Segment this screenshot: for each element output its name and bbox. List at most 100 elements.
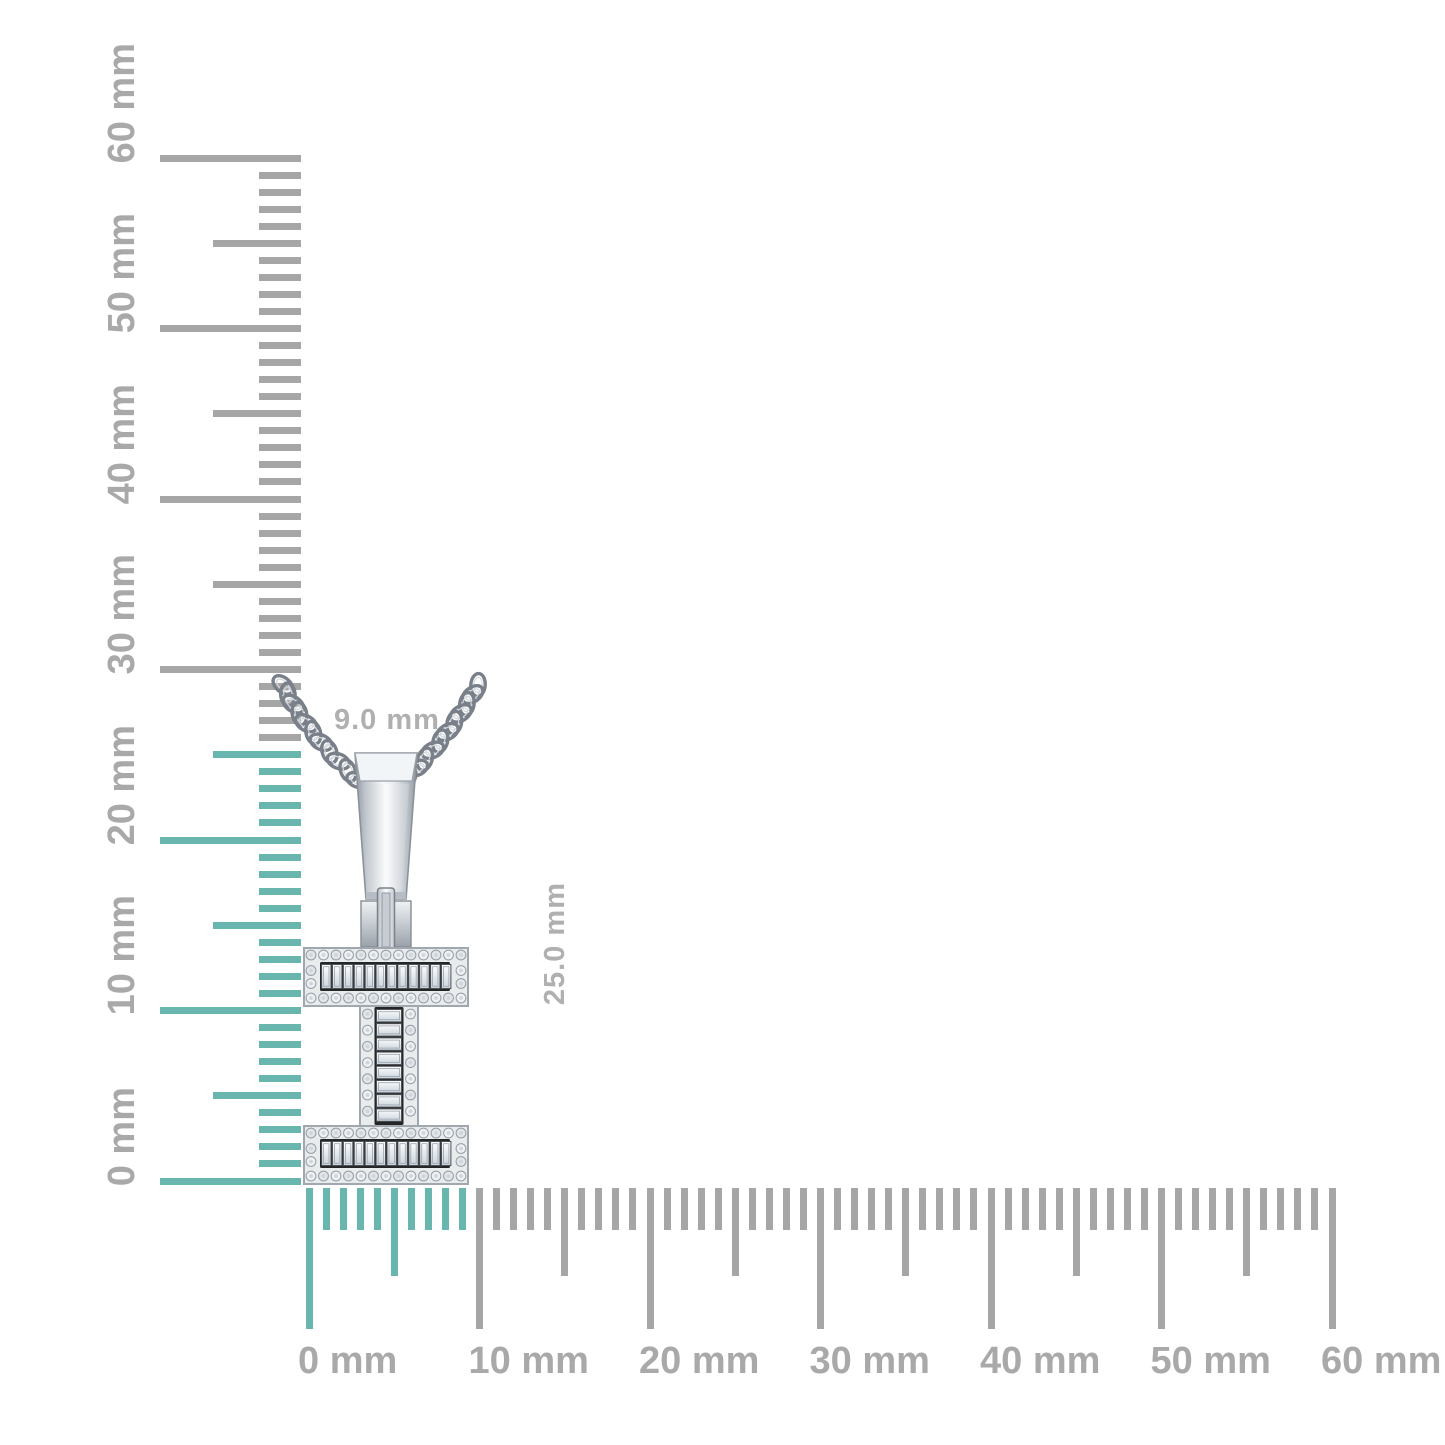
v-ruler-label-10: 10 mm bbox=[101, 895, 143, 1016]
ruler-tick bbox=[259, 768, 301, 776]
ruler-tick bbox=[1294, 1188, 1302, 1230]
ruler-tick bbox=[259, 683, 301, 691]
ruler-tick bbox=[476, 1188, 483, 1329]
ruler-tick bbox=[919, 1188, 927, 1230]
ruler-tick bbox=[902, 1188, 910, 1276]
ruler-tick bbox=[259, 1058, 301, 1066]
ruler-tick bbox=[259, 1075, 301, 1083]
ruler-tick bbox=[213, 410, 301, 418]
letter-I-pendant bbox=[303, 947, 469, 1185]
ruler-tick bbox=[305, 1188, 313, 1329]
ruler-tick bbox=[259, 989, 301, 997]
ruler-tick bbox=[799, 1188, 807, 1230]
ruler-tick bbox=[1158, 1188, 1165, 1329]
ruler-tick bbox=[885, 1188, 893, 1230]
ruler-tick bbox=[213, 1092, 301, 1100]
ruler-tick bbox=[259, 290, 301, 298]
ruler-tick bbox=[259, 904, 301, 912]
ruler-tick bbox=[527, 1188, 535, 1230]
ruler-tick bbox=[259, 188, 301, 196]
h-ruler-label-10: 10 mm bbox=[468, 1340, 589, 1382]
pendant-height-annotation: 25.0 mm bbox=[539, 881, 571, 1005]
hinge-icon bbox=[360, 887, 412, 953]
ruler-tick bbox=[213, 751, 301, 759]
ruler-tick bbox=[1311, 1188, 1319, 1230]
ruler-tick bbox=[160, 495, 301, 503]
ruler-tick bbox=[259, 171, 301, 179]
ruler-tick bbox=[259, 393, 301, 401]
ruler-tick bbox=[680, 1188, 688, 1230]
ruler-tick bbox=[259, 1126, 301, 1134]
v-ruler-label-50: 50 mm bbox=[101, 213, 143, 334]
ruler-tick bbox=[1055, 1188, 1063, 1230]
ruler-tick bbox=[697, 1188, 705, 1230]
ruler-tick bbox=[259, 546, 301, 554]
ruler-tick bbox=[259, 938, 301, 946]
ruler-tick bbox=[424, 1188, 432, 1230]
v-ruler-label-20: 20 mm bbox=[101, 724, 143, 845]
ruler-tick bbox=[1089, 1188, 1097, 1230]
h-ruler-label-0: 0 mm bbox=[298, 1340, 398, 1382]
h-ruler-label-20: 20 mm bbox=[639, 1340, 760, 1382]
ruler-tick bbox=[259, 512, 301, 520]
bail-icon bbox=[354, 752, 418, 900]
ruler-tick bbox=[259, 597, 301, 605]
ruler-tick bbox=[544, 1188, 552, 1230]
ruler-tick bbox=[1072, 1188, 1080, 1276]
ruler-tick bbox=[259, 972, 301, 980]
ruler-tick bbox=[259, 273, 301, 281]
ruler-tick bbox=[458, 1188, 466, 1230]
ruler-tick bbox=[1260, 1188, 1268, 1230]
ruler-tick bbox=[259, 734, 301, 742]
ruler-tick bbox=[259, 648, 301, 656]
ruler-tick bbox=[510, 1188, 518, 1230]
ruler-tick bbox=[578, 1188, 586, 1230]
ruler-tick bbox=[259, 1160, 301, 1168]
ruler-tick bbox=[1004, 1188, 1012, 1230]
ruler-tick bbox=[629, 1188, 637, 1230]
ruler-tick bbox=[1140, 1188, 1148, 1230]
ruler-tick bbox=[851, 1188, 859, 1230]
ruler-tick bbox=[259, 359, 301, 367]
h-ruler-label-60: 60 mm bbox=[1321, 1340, 1442, 1382]
ruler-tick bbox=[259, 717, 301, 725]
h-ruler-label-30: 30 mm bbox=[809, 1340, 930, 1382]
ruler-tick bbox=[782, 1188, 790, 1230]
ruler-tick bbox=[441, 1188, 449, 1230]
ruler-tick bbox=[259, 461, 301, 469]
ruler-tick bbox=[714, 1188, 722, 1230]
ruler-tick bbox=[1021, 1188, 1029, 1230]
v-ruler-label-60: 60 mm bbox=[101, 42, 143, 163]
ruler-tick bbox=[970, 1188, 978, 1230]
ruler-tick bbox=[390, 1188, 398, 1276]
ruler-tick bbox=[259, 870, 301, 878]
ruler-tick bbox=[748, 1188, 756, 1230]
ruler-tick bbox=[259, 205, 301, 213]
ruler-tick bbox=[765, 1188, 773, 1230]
ruler-tick bbox=[1192, 1188, 1200, 1230]
ruler-tick bbox=[339, 1188, 347, 1230]
ruler-tick bbox=[259, 478, 301, 486]
ruler-tick bbox=[259, 1041, 301, 1049]
ruler-tick bbox=[663, 1188, 671, 1230]
v-ruler-label-0: 0 mm bbox=[101, 1086, 143, 1186]
ruler-tick bbox=[259, 563, 301, 571]
ruler-tick bbox=[1106, 1188, 1114, 1230]
ruler-tick bbox=[1277, 1188, 1285, 1230]
ruler-tick bbox=[259, 444, 301, 452]
ruler-tick bbox=[612, 1188, 620, 1230]
ruler-tick bbox=[834, 1188, 842, 1230]
ruler-tick bbox=[259, 222, 301, 230]
ruler-tick bbox=[259, 853, 301, 861]
ruler-tick bbox=[259, 529, 301, 537]
ruler-tick bbox=[160, 154, 301, 162]
ruler-tick bbox=[259, 1143, 301, 1151]
ruler-tick bbox=[160, 836, 301, 844]
ruler-tick bbox=[259, 1024, 301, 1032]
ruler-tick bbox=[1226, 1188, 1234, 1230]
ruler-tick bbox=[259, 700, 301, 708]
ruler-tick bbox=[259, 887, 301, 895]
ruler-tick bbox=[731, 1188, 739, 1276]
ruler-tick bbox=[595, 1188, 603, 1230]
